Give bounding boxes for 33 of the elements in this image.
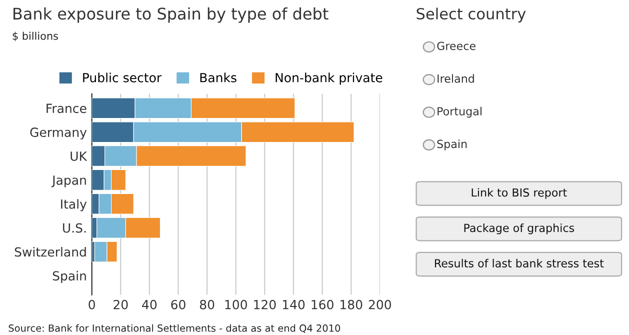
y-tick-label: Spain (52, 270, 86, 284)
y-tick-label: U.S. (63, 223, 86, 233)
x-tick-label: 80 (200, 300, 214, 310)
x-tick-label: 60 (171, 300, 186, 310)
x-tick-label: 20 (114, 300, 128, 310)
x-tick-label: 0 (88, 300, 95, 310)
text: Portugal (438, 106, 482, 118)
y-tick-label: UK (70, 152, 88, 161)
x-tick-label: 160 (312, 300, 334, 310)
text: Results of last bank stress test (434, 258, 604, 268)
text: Ireland (438, 74, 474, 83)
x-tick-label: 180 (340, 300, 362, 310)
legend-label: Banks (200, 72, 236, 82)
x-tick-label: 200 (368, 300, 392, 310)
x-tick-label: 140 (282, 300, 305, 310)
y-tick-label: Germany (30, 128, 87, 140)
text: Spain (437, 140, 467, 150)
text: Greece (437, 42, 476, 50)
x-tick-label: 100 (225, 300, 247, 310)
y-tick-label: Japan (51, 176, 86, 188)
y-tick-label: France (46, 104, 86, 114)
source-note: Source: Bank for International Settlements - data as at end Q4 2010 (8, 324, 340, 333)
x-tick-label: 120 (254, 300, 276, 310)
chart-subtitle: $ billions (12, 32, 58, 42)
chart-title: Bank exposure to Spain by type of debt (14, 7, 328, 23)
legend-label: Non-bank private (276, 72, 382, 85)
text: Link to BIS report (472, 188, 567, 199)
legend-label: Public sector (83, 72, 162, 82)
y-tick-label: Italy (61, 199, 87, 212)
y-tick-label: Switzerland (14, 246, 86, 257)
x-tick-label: 40 (142, 300, 157, 310)
text: Select country (416, 8, 526, 22)
text: Package of graphics (464, 223, 574, 234)
